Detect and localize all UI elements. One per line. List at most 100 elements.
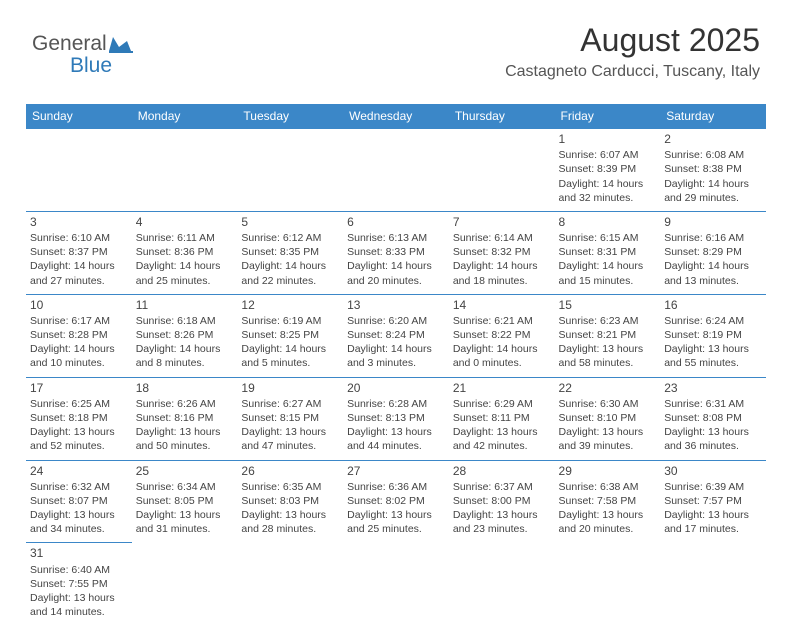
sunrise-text: Sunrise: 6:34 AM — [136, 480, 234, 494]
sunrise-text: Sunrise: 6:37 AM — [453, 480, 551, 494]
calendar-cell: 17Sunrise: 6:25 AMSunset: 8:18 PMDayligh… — [26, 377, 132, 460]
calendar-cell — [555, 543, 661, 625]
daylight-text: Daylight: 13 hours and 25 minutes. — [347, 508, 445, 536]
day-number: 18 — [136, 380, 234, 396]
daylight-text: Daylight: 13 hours and 31 minutes. — [136, 508, 234, 536]
sunset-text: Sunset: 8:21 PM — [559, 328, 657, 342]
sunrise-text: Sunrise: 6:27 AM — [241, 397, 339, 411]
calendar-cell: 29Sunrise: 6:38 AMSunset: 7:58 PMDayligh… — [555, 460, 661, 543]
sunset-text: Sunset: 8:36 PM — [136, 245, 234, 259]
day-number: 29 — [559, 463, 657, 479]
sunset-text: Sunset: 8:13 PM — [347, 411, 445, 425]
sunset-text: Sunset: 8:37 PM — [30, 245, 128, 259]
calendar-week-row: 31Sunrise: 6:40 AMSunset: 7:55 PMDayligh… — [26, 543, 766, 625]
sunrise-text: Sunrise: 6:14 AM — [453, 231, 551, 245]
sunset-text: Sunset: 8:35 PM — [241, 245, 339, 259]
calendar-cell: 22Sunrise: 6:30 AMSunset: 8:10 PMDayligh… — [555, 377, 661, 460]
daylight-text: Daylight: 14 hours and 13 minutes. — [664, 259, 762, 287]
daylight-text: Daylight: 13 hours and 52 minutes. — [30, 425, 128, 453]
daylight-text: Daylight: 13 hours and 17 minutes. — [664, 508, 762, 536]
calendar-table: Sunday Monday Tuesday Wednesday Thursday… — [26, 104, 766, 625]
sunset-text: Sunset: 8:24 PM — [347, 328, 445, 342]
day-number: 26 — [241, 463, 339, 479]
calendar-cell: 19Sunrise: 6:27 AMSunset: 8:15 PMDayligh… — [237, 377, 343, 460]
daylight-text: Daylight: 14 hours and 27 minutes. — [30, 259, 128, 287]
sunrise-text: Sunrise: 6:40 AM — [30, 563, 128, 577]
daylight-text: Daylight: 14 hours and 8 minutes. — [136, 342, 234, 370]
day-number: 22 — [559, 380, 657, 396]
sunset-text: Sunset: 8:11 PM — [453, 411, 551, 425]
day-number: 7 — [453, 214, 551, 230]
logo-text-general: General — [32, 32, 107, 56]
calendar-cell — [449, 543, 555, 625]
sunrise-text: Sunrise: 6:13 AM — [347, 231, 445, 245]
day-number: 11 — [136, 297, 234, 313]
daylight-text: Daylight: 13 hours and 34 minutes. — [30, 508, 128, 536]
daylight-text: Daylight: 13 hours and 20 minutes. — [559, 508, 657, 536]
daylight-text: Daylight: 14 hours and 10 minutes. — [30, 342, 128, 370]
calendar-cell — [343, 543, 449, 625]
calendar-cell: 28Sunrise: 6:37 AMSunset: 8:00 PMDayligh… — [449, 460, 555, 543]
calendar-cell: 12Sunrise: 6:19 AMSunset: 8:25 PMDayligh… — [237, 294, 343, 377]
day-number: 28 — [453, 463, 551, 479]
sunrise-text: Sunrise: 6:12 AM — [241, 231, 339, 245]
calendar-week-row: 17Sunrise: 6:25 AMSunset: 8:18 PMDayligh… — [26, 377, 766, 460]
sunrise-text: Sunrise: 6:31 AM — [664, 397, 762, 411]
calendar-cell: 25Sunrise: 6:34 AMSunset: 8:05 PMDayligh… — [132, 460, 238, 543]
sunset-text: Sunset: 8:33 PM — [347, 245, 445, 259]
day-header: Tuesday — [237, 104, 343, 129]
day-number: 20 — [347, 380, 445, 396]
sunset-text: Sunset: 8:26 PM — [136, 328, 234, 342]
sunset-text: Sunset: 8:29 PM — [664, 245, 762, 259]
sunrise-text: Sunrise: 6:20 AM — [347, 314, 445, 328]
sunrise-text: Sunrise: 6:30 AM — [559, 397, 657, 411]
sunrise-text: Sunrise: 6:36 AM — [347, 480, 445, 494]
sunrise-text: Sunrise: 6:38 AM — [559, 480, 657, 494]
calendar-cell: 21Sunrise: 6:29 AMSunset: 8:11 PMDayligh… — [449, 377, 555, 460]
logo-text-blue-wrap: Blue — [70, 54, 112, 78]
day-header: Saturday — [660, 104, 766, 129]
day-number: 24 — [30, 463, 128, 479]
sunset-text: Sunset: 8:00 PM — [453, 494, 551, 508]
day-header: Wednesday — [343, 104, 449, 129]
calendar-cell: 6Sunrise: 6:13 AMSunset: 8:33 PMDaylight… — [343, 211, 449, 294]
sunrise-text: Sunrise: 6:18 AM — [136, 314, 234, 328]
day-number: 19 — [241, 380, 339, 396]
calendar-cell: 27Sunrise: 6:36 AMSunset: 8:02 PMDayligh… — [343, 460, 449, 543]
day-number: 17 — [30, 380, 128, 396]
sunrise-text: Sunrise: 6:35 AM — [241, 480, 339, 494]
sunset-text: Sunset: 8:22 PM — [453, 328, 551, 342]
sunset-text: Sunset: 8:32 PM — [453, 245, 551, 259]
calendar-cell: 31Sunrise: 6:40 AMSunset: 7:55 PMDayligh… — [26, 543, 132, 625]
day-number: 30 — [664, 463, 762, 479]
daylight-text: Daylight: 14 hours and 5 minutes. — [241, 342, 339, 370]
sunset-text: Sunset: 8:19 PM — [664, 328, 762, 342]
daylight-text: Daylight: 13 hours and 44 minutes. — [347, 425, 445, 453]
calendar-week-row: 1Sunrise: 6:07 AMSunset: 8:39 PMDaylight… — [26, 129, 766, 212]
calendar-cell — [660, 543, 766, 625]
day-number: 5 — [241, 214, 339, 230]
day-number: 9 — [664, 214, 762, 230]
sunrise-text: Sunrise: 6:15 AM — [559, 231, 657, 245]
sunrise-text: Sunrise: 6:23 AM — [559, 314, 657, 328]
day-header: Thursday — [449, 104, 555, 129]
day-number: 23 — [664, 380, 762, 396]
day-header: Sunday — [26, 104, 132, 129]
daylight-text: Daylight: 13 hours and 47 minutes. — [241, 425, 339, 453]
day-number: 2 — [664, 131, 762, 147]
sunset-text: Sunset: 8:28 PM — [30, 328, 128, 342]
calendar-cell: 30Sunrise: 6:39 AMSunset: 7:57 PMDayligh… — [660, 460, 766, 543]
day-number: 27 — [347, 463, 445, 479]
daylight-text: Daylight: 14 hours and 22 minutes. — [241, 259, 339, 287]
daylight-text: Daylight: 13 hours and 36 minutes. — [664, 425, 762, 453]
daylight-text: Daylight: 13 hours and 14 minutes. — [30, 591, 128, 619]
sunrise-text: Sunrise: 6:39 AM — [664, 480, 762, 494]
day-number: 10 — [30, 297, 128, 313]
day-number: 1 — [559, 131, 657, 147]
calendar-cell: 23Sunrise: 6:31 AMSunset: 8:08 PMDayligh… — [660, 377, 766, 460]
calendar-cell — [237, 543, 343, 625]
sunset-text: Sunset: 8:02 PM — [347, 494, 445, 508]
daylight-text: Daylight: 14 hours and 20 minutes. — [347, 259, 445, 287]
calendar-cell — [449, 129, 555, 212]
day-number: 13 — [347, 297, 445, 313]
